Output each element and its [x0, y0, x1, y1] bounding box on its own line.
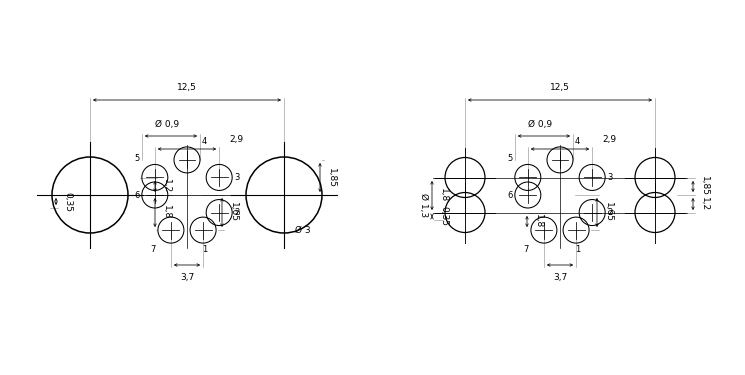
Text: 6: 6: [134, 190, 140, 200]
Text: 0,35: 0,35: [439, 207, 448, 226]
Text: 7: 7: [524, 245, 529, 254]
Text: 3,7: 3,7: [180, 273, 194, 282]
Text: 3: 3: [234, 173, 240, 182]
Text: 3: 3: [607, 173, 612, 182]
Text: 2: 2: [607, 208, 612, 217]
Text: 1,8: 1,8: [439, 188, 448, 202]
Text: Ø 1,3: Ø 1,3: [419, 193, 428, 217]
Text: 7: 7: [150, 245, 156, 254]
Text: 1,65: 1,65: [604, 202, 613, 222]
Text: Ø 0,9: Ø 0,9: [528, 120, 552, 129]
Text: 2: 2: [234, 208, 239, 217]
Text: 4: 4: [575, 137, 580, 146]
Text: 1: 1: [203, 245, 208, 254]
Text: 1,65: 1,65: [229, 202, 238, 222]
Text: 1,85: 1,85: [700, 177, 709, 197]
Text: 1,85: 1,85: [327, 168, 336, 188]
Text: Ø 0,9: Ø 0,9: [155, 120, 179, 129]
Text: 12,5: 12,5: [177, 83, 197, 92]
Text: 5: 5: [135, 154, 140, 164]
Text: 4: 4: [202, 137, 207, 146]
Text: Ø 3: Ø 3: [295, 225, 311, 234]
Text: 2,9: 2,9: [602, 135, 616, 144]
Text: 1,2: 1,2: [700, 197, 709, 211]
Text: 0,35: 0,35: [63, 192, 72, 211]
Text: 3,7: 3,7: [553, 273, 567, 282]
Text: 12,5: 12,5: [550, 83, 570, 92]
Text: 1,8: 1,8: [534, 214, 543, 229]
Text: 1,8: 1,8: [162, 206, 171, 220]
Text: 2,9: 2,9: [229, 135, 244, 144]
Text: 6: 6: [507, 190, 513, 200]
Text: 1: 1: [575, 245, 580, 254]
Text: 1,2: 1,2: [162, 180, 171, 194]
Text: 5: 5: [507, 154, 513, 164]
